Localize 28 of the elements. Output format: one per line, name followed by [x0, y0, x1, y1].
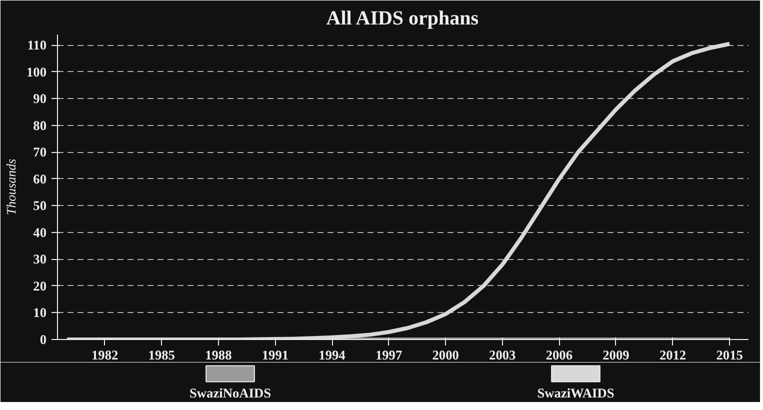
y-tick-label: 100 — [26, 64, 47, 80]
x-tick-label: 2012 — [659, 348, 686, 362]
x-tick-label: 1997 — [375, 348, 402, 362]
y-tick-label: 80 — [33, 118, 47, 133]
x-tick-label: 1991 — [262, 348, 289, 362]
legend-label: SwaziWAIDS — [537, 386, 614, 400]
y-tick-label: 0 — [40, 332, 47, 347]
x-tick-label: 2000 — [432, 348, 460, 362]
y-tick-label: 110 — [27, 38, 47, 53]
x-tick-label: 1988 — [205, 348, 232, 362]
y-tick-label: 30 — [33, 252, 47, 267]
x-tick-label: 1994 — [318, 348, 346, 362]
x-tick-label: 2009 — [602, 348, 630, 362]
chart-title: All AIDS orphans — [326, 8, 479, 30]
y-tick-label: 10 — [33, 305, 47, 320]
y-axis-title: Thousands — [4, 158, 19, 216]
x-tick-label: 2006 — [546, 348, 573, 362]
x-tick-label: 2015 — [716, 348, 744, 362]
x-tick-label: 1985 — [148, 348, 176, 362]
y-tick-label: 40 — [33, 224, 47, 240]
y-tick-label: 90 — [33, 91, 47, 106]
y-tick-label: 70 — [33, 144, 47, 160]
y-tick-label: 20 — [33, 278, 47, 294]
y-tick-label: 60 — [33, 171, 47, 186]
x-tick-label: 1982 — [92, 348, 118, 362]
y-tick-label: 50 — [33, 198, 47, 214]
legend-label: SwaziNoAIDS — [190, 386, 271, 400]
x-tick-label: 2003 — [489, 348, 516, 362]
